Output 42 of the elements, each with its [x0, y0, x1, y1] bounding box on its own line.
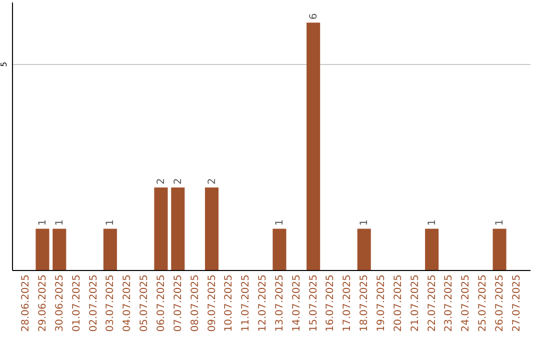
x-tick-label: 01.07.2025: [71, 274, 82, 332]
x-tick-label: 11.07.2025: [240, 274, 252, 332]
y-tick-label: 5: [0, 62, 8, 67]
x-tick-label: 15.07.2025: [308, 274, 320, 332]
x-tick-label: 25.07.2025: [478, 274, 489, 332]
x-tick-label: 06.07.2025: [156, 274, 167, 332]
x-tick-label: 07.07.2025: [172, 274, 184, 332]
data-label: 1: [54, 219, 66, 226]
x-tick-label: 12.07.2025: [258, 274, 269, 332]
x-tick-label: 26.07.2025: [494, 274, 506, 332]
data-label: 6: [308, 13, 320, 20]
x-tick-label: 21.07.2025: [410, 274, 421, 332]
x-tick-label: 03.07.2025: [105, 274, 116, 332]
x-tick-label: 16.07.2025: [325, 274, 336, 332]
x-tick-label: 18.07.2025: [359, 274, 370, 332]
x-tick-label: 24.07.2025: [460, 274, 472, 332]
x-tick-label: 09.07.2025: [206, 274, 218, 332]
x-tick-label: 28.06.2025: [20, 274, 32, 332]
data-label: 1: [37, 219, 48, 226]
x-tick-label: 10.07.2025: [224, 274, 235, 332]
x-tick-label: 27.07.2025: [511, 274, 522, 332]
data-label: 1: [274, 219, 286, 226]
data-label: 1: [494, 219, 506, 226]
x-tick-label: 04.07.2025: [122, 274, 134, 332]
data-label: 2: [172, 178, 184, 185]
x-tick-label: 17.07.2025: [342, 274, 354, 332]
x-tick-label: 29.06.2025: [37, 274, 48, 332]
data-label: 2: [206, 178, 218, 185]
x-tick-label: 19.07.2025: [376, 274, 388, 332]
x-tick-label: 20.07.2025: [392, 274, 404, 332]
data-label: 1: [105, 219, 116, 226]
x-tick-label: 23.07.2025: [444, 274, 455, 332]
data-label: 1: [359, 219, 370, 226]
x-tick-label: 13.07.2025: [274, 274, 286, 332]
data-label: 2: [156, 178, 167, 185]
x-tick-label: 14.07.2025: [291, 274, 302, 332]
x-tick-label: 30.06.2025: [54, 274, 66, 332]
x-tick-label: 22.07.2025: [426, 274, 438, 332]
x-tick-label: 08.07.2025: [190, 274, 201, 332]
x-tick-label: 05.07.2025: [139, 274, 150, 332]
data-label: 1: [426, 219, 438, 226]
x-tick-label: 02.07.2025: [88, 274, 100, 332]
